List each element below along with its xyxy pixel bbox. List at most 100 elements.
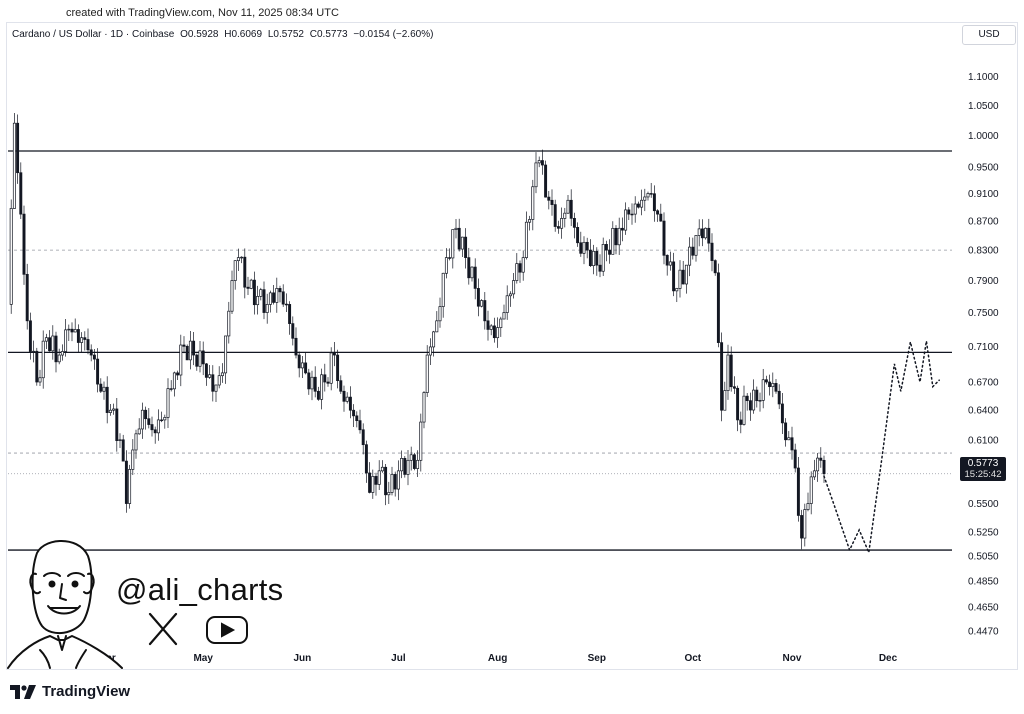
candle: [374, 472, 378, 496]
candle: [406, 450, 410, 486]
candle: [131, 439, 135, 476]
candle-body: [38, 377, 42, 383]
candle: [649, 182, 653, 198]
candle-body: [393, 474, 397, 490]
candle-body: [457, 227, 461, 250]
x-logo-icon[interactable]: [148, 612, 178, 646]
candle: [518, 260, 522, 283]
candle: [726, 344, 730, 400]
candle-body: [656, 210, 660, 215]
candle: [544, 160, 548, 198]
candle-body: [32, 350, 36, 353]
candle: [528, 215, 532, 231]
candle-body: [608, 249, 612, 255]
currency-button[interactable]: USD: [962, 25, 1016, 45]
candle: [16, 114, 20, 184]
candle-body: [380, 466, 384, 472]
candle-body: [51, 335, 55, 352]
candle: [28, 312, 32, 360]
candle: [76, 324, 80, 353]
candle-body: [166, 388, 170, 418]
candle-body: [406, 459, 410, 475]
candle: [588, 239, 592, 267]
candle-body: [764, 379, 768, 383]
tradingview-logo[interactable]: TradingView: [10, 683, 130, 700]
candle-body: [547, 196, 551, 201]
candle: [636, 201, 640, 209]
candle: [115, 397, 119, 452]
candle-body: [803, 509, 807, 539]
y-tick-label: 0.6700: [968, 378, 999, 389]
candle: [214, 384, 218, 403]
candle-body: [294, 337, 298, 356]
candle-body: [710, 242, 714, 261]
y-tick-label: 0.4850: [968, 576, 999, 587]
candle-body: [368, 472, 372, 493]
candle: [550, 189, 554, 216]
candle-body: [630, 213, 634, 216]
x-tick-label: May: [193, 653, 213, 664]
candle-body: [22, 213, 26, 275]
candle-body: [470, 266, 474, 279]
candle: [729, 346, 733, 392]
candle-body: [214, 384, 218, 392]
candle: [422, 391, 426, 429]
candle-body: [304, 362, 308, 374]
candle: [592, 244, 596, 275]
candle-body: [809, 476, 813, 504]
candle: [329, 347, 333, 391]
candle: [524, 211, 528, 260]
candle: [464, 228, 468, 269]
candle: [656, 209, 660, 222]
candle-body: [403, 458, 407, 475]
candle: [601, 237, 605, 277]
candle-body: [115, 408, 119, 441]
candle-body: [297, 354, 301, 369]
candle-body: [604, 244, 608, 251]
candle: [236, 248, 240, 272]
candle: [256, 285, 260, 315]
candle-body: [176, 372, 180, 376]
candle-body: [195, 354, 199, 367]
candle: [169, 380, 173, 392]
candle: [697, 219, 701, 247]
symbol-name[interactable]: Cardano / US Dollar · 1D · Coinbase: [12, 29, 175, 40]
author-handle: @ali_charts: [116, 572, 284, 607]
candle: [537, 156, 541, 168]
candle-body: [227, 310, 231, 337]
bar-countdown: 15:25:42: [964, 469, 1002, 480]
candle-body: [220, 372, 224, 377]
candle: [188, 331, 192, 370]
candle: [400, 450, 404, 479]
candle-body: [800, 515, 804, 539]
candle-body: [467, 257, 471, 279]
candle: [371, 469, 375, 499]
candle: [198, 340, 202, 373]
candle-body: [476, 288, 480, 307]
candle-body: [451, 229, 455, 259]
candle: [713, 259, 717, 276]
candle: [569, 189, 573, 227]
candle-body: [601, 244, 605, 272]
candle-body: [704, 227, 708, 239]
candle: [761, 368, 765, 409]
candle-body: [9, 208, 13, 305]
youtube-play-icon[interactable]: [206, 616, 248, 644]
candles: [9, 113, 826, 550]
candle: [627, 207, 631, 221]
candle: [137, 418, 141, 435]
candle-body: [592, 250, 596, 267]
candle: [348, 386, 352, 419]
candle: [124, 450, 128, 513]
candle-body: [739, 419, 743, 425]
candle-body: [790, 437, 794, 451]
candle-body: [723, 390, 727, 411]
candle-body: [96, 358, 100, 385]
candle-body: [691, 246, 695, 256]
candle-body: [768, 381, 772, 388]
candle: [668, 251, 672, 271]
candle: [803, 503, 807, 547]
candle: [793, 443, 797, 473]
candle: [441, 272, 445, 318]
candle-body: [240, 256, 244, 259]
